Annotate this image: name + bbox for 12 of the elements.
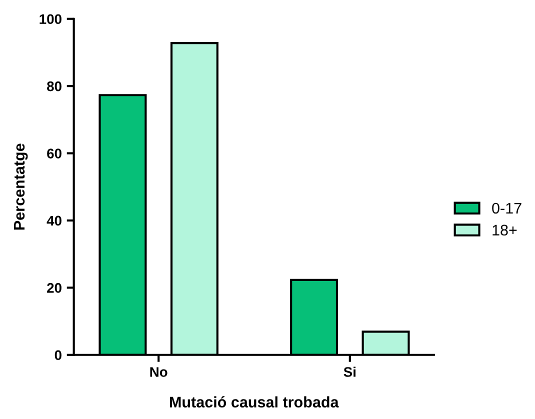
y-tick-label: 20 — [47, 283, 62, 293]
y-tick-label: 0 — [54, 350, 62, 360]
y-axis-title: Percentatge — [14, 144, 28, 230]
legend-label: 18+ — [492, 224, 517, 236]
x-tick-label: No — [150, 367, 168, 377]
y-tick-label: 80 — [47, 81, 62, 92]
y-tick-label: 60 — [47, 148, 62, 158]
y-tick-label: 100 — [40, 14, 62, 24]
legend-label: 0-17 — [492, 202, 522, 214]
x-tick-label: Si — [344, 366, 356, 377]
x-axis-title: Mutació causal trobada — [170, 396, 339, 408]
y-tick-label: 40 — [46, 216, 62, 226]
